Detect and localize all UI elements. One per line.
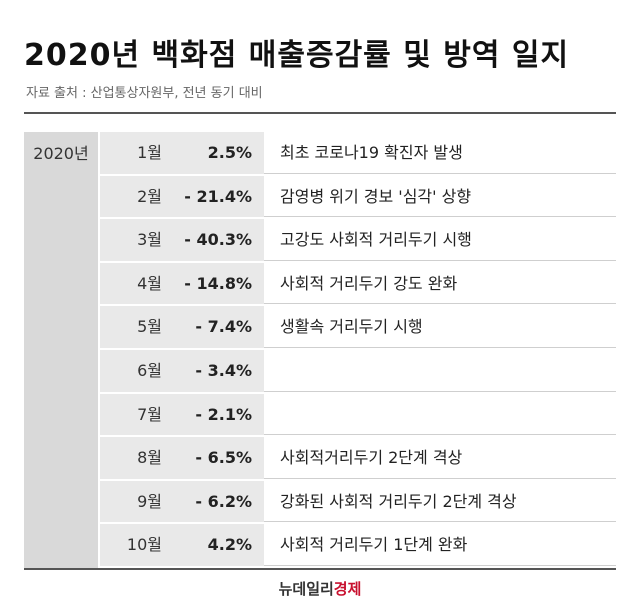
event-cell: 고강도 사회적 거리두기 시행	[264, 219, 616, 261]
event-cell: 사회적 거리두기 강도 완화	[264, 262, 616, 305]
change-rate-cell: 4.2%	[207, 535, 252, 555]
change-rate-cell: - 6.2%	[195, 491, 252, 511]
month-cell: 1월	[137, 143, 162, 162]
year-label: 2020년	[33, 144, 89, 163]
month-cell: 5월	[137, 317, 162, 337]
table-row: 7월 - 2.1%	[100, 393, 616, 438]
month-cell: 7월	[137, 404, 162, 424]
table-row: 1월 2.5% 최초 코로나19 확진자 발생	[100, 132, 616, 176]
month-cell: 9월	[137, 491, 162, 511]
month-cell: 4월	[137, 273, 162, 293]
change-rate-cell: - 2.1%	[195, 404, 252, 424]
top-divider	[24, 112, 616, 114]
event-cell: 생활속 거리두기 시행	[264, 306, 616, 348]
year-column	[24, 132, 98, 568]
table-body: 1월 2.5% 최초 코로나19 확진자 발생 2월 - 21.4% 감영병 위기 경보 …	[100, 132, 616, 568]
chart-title: 2020년 백화점 매출증감률 및 방역 일지	[24, 38, 570, 73]
change-rate-cell: - 7.4%	[195, 317, 252, 337]
change-rate-cell: - 6.5%	[195, 448, 252, 468]
event-cell: 강화된 사회적 거리두기 2단계 격상	[264, 480, 616, 523]
change-rate-cell: - 40.3%	[184, 230, 252, 250]
table-row: 5월 - 7.4% 생활속 거리두기 시행	[100, 306, 616, 350]
event-cell: 사회적 거리두기 1단계 완화	[264, 524, 616, 566]
change-rate-cell: - 14.8%	[184, 273, 252, 293]
event-cell	[264, 349, 616, 392]
table-row: 3월 - 40.3% 고강도 사회적 거리두기 시행	[100, 219, 616, 263]
publisher-logo: 뉴데일리경제	[0, 578, 640, 599]
change-rate-cell: 2.5%	[207, 143, 252, 162]
event-cell	[264, 393, 616, 436]
month-cell: 6월	[137, 360, 162, 380]
logo-text-primary: 뉴데일리	[278, 580, 334, 598]
month-cell: 2월	[137, 186, 162, 206]
table-row: 2월 - 21.4% 감영병 위기 경보 '심각' 상향	[100, 175, 616, 220]
month-cell: 10월	[126, 535, 162, 555]
bottom-divider	[24, 568, 616, 570]
table-row: 8월 - 6.5% 사회적거리두기 2단계 격상	[100, 437, 616, 481]
table-row: 9월 - 6.2% 강화된 사회적 거리두기 2단계 격상	[100, 480, 616, 525]
logo-text-accent: 경제	[333, 580, 362, 598]
source-note: 자료 출처 : 산업통상자원부, 전년 동기 대비	[26, 86, 263, 101]
month-cell: 8월	[137, 448, 162, 468]
month-cell: 3월	[137, 230, 162, 250]
event-cell: 감영병 위기 경보 '심각' 상향	[264, 175, 616, 218]
month-value-column	[100, 132, 264, 568]
table-row: 4월 - 14.8% 사회적 거리두기 강도 완화	[100, 262, 616, 307]
change-rate-cell: - 21.4%	[184, 186, 252, 206]
event-cell: 사회적거리두기 2단계 격상	[264, 437, 616, 479]
table-row: 6월 - 3.4%	[100, 349, 616, 394]
event-cell: 최초 코로나19 확진자 발생	[264, 132, 616, 174]
table-row: 10월 4.2% 사회적 거리두기 1단계 완화	[100, 524, 616, 568]
change-rate-cell: - 3.4%	[195, 360, 252, 380]
